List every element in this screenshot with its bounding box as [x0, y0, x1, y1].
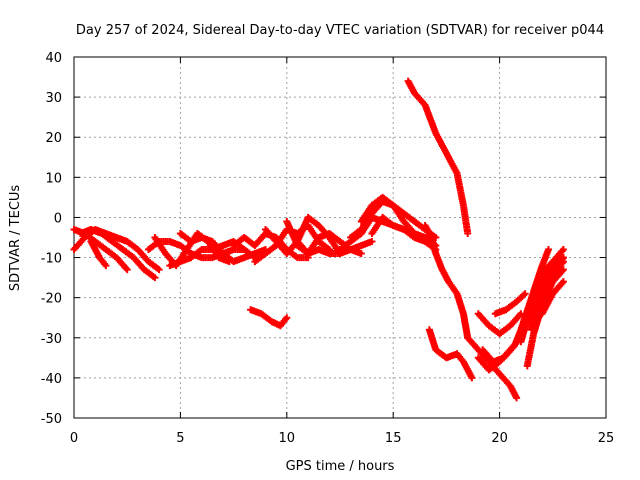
x-tick-label: 0	[70, 431, 78, 446]
grid-layer	[74, 57, 606, 418]
data-series-arc-3	[76, 226, 159, 282]
data-series-arc-16	[368, 213, 440, 253]
data-point-markers	[421, 222, 472, 342]
data-series-arc-4	[87, 238, 110, 270]
data-series-arc-11	[262, 213, 344, 257]
data-point-markers	[474, 310, 525, 338]
plot-frame	[73, 56, 607, 419]
x-tick-label: 15	[385, 431, 402, 446]
data-series-arc-30	[538, 278, 567, 318]
data-point-markers	[357, 193, 418, 237]
x-tick-label: 10	[279, 431, 296, 446]
data-point-markers	[368, 213, 440, 253]
y-tick-label: 20	[45, 131, 62, 146]
data-point-markers	[87, 238, 110, 270]
data-series-arc-8	[176, 230, 269, 266]
y-axis-label: SDTVAR / TECUs	[8, 185, 23, 292]
data-point-markers	[532, 258, 567, 326]
data-point-markers	[425, 326, 476, 382]
data-point-markers	[464, 334, 521, 402]
y-tick-label: 30	[45, 91, 62, 106]
data-series-arc-19	[404, 77, 472, 237]
y-tick-label: -20	[41, 292, 62, 307]
data-series-arc-24	[491, 290, 529, 318]
y-tick-label: 40	[45, 51, 62, 66]
data-point-markers	[262, 213, 344, 257]
y-tick-label: -40	[41, 372, 62, 387]
data-point-markers	[491, 290, 529, 318]
chart-title: Day 257 of 2024, Sidereal Day-to-day VTE…	[76, 23, 604, 38]
x-tick-label: 5	[176, 431, 184, 446]
y-tick-label: -50	[41, 412, 62, 427]
x-axis-label: GPS time / hours	[286, 459, 395, 474]
x-tick-label: 25	[598, 431, 615, 446]
data-point-markers	[538, 278, 567, 318]
data-series-arc-18	[421, 222, 472, 342]
data-series-arc-31	[247, 306, 291, 330]
data-point-markers	[176, 230, 269, 266]
data-point-markers	[247, 306, 291, 330]
y-tick-label: 0	[54, 211, 62, 226]
data-point-markers	[76, 226, 159, 282]
data-series-arc-29	[517, 246, 567, 346]
data-series-arc-28	[532, 258, 567, 326]
data-series-arc-17	[357, 193, 418, 237]
data-series-arc-20	[425, 326, 476, 382]
data-series-arc-23	[474, 310, 525, 338]
y-tick-label: -10	[41, 252, 62, 267]
data-point-markers	[517, 246, 567, 346]
y-tick-label: 10	[45, 171, 62, 186]
y-tick-label: -30	[41, 332, 62, 347]
axes-layer: 0 5 10 15 20 25 -50 -40 -30 -20 -10 0 10 20 30 40	[41, 51, 615, 446]
data-layer	[70, 77, 567, 402]
data-point-markers	[404, 77, 472, 237]
x-tick-label: 20	[491, 431, 508, 446]
data-series-arc-21	[464, 334, 521, 402]
